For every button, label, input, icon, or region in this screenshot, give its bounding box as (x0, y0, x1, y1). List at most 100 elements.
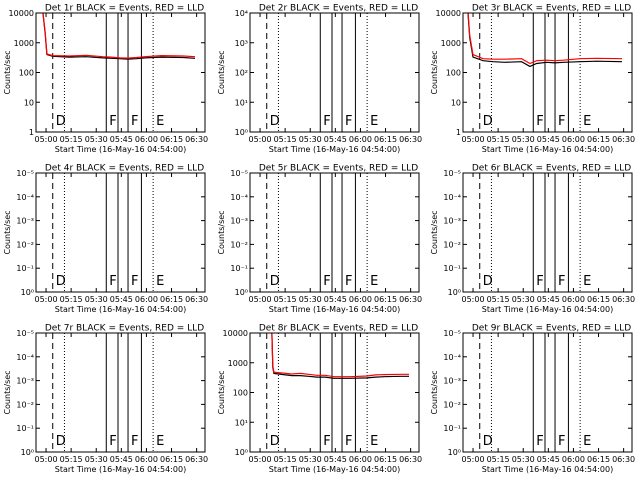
y-axis-label: Counts/sec (3, 210, 12, 254)
marker-label: F (323, 114, 330, 129)
y-axis-label: Counts/sec (217, 370, 226, 414)
x-axis-label: Start Time (16-May-16 04:54:00) (55, 145, 186, 154)
marker-label: E (370, 114, 378, 129)
x-tick-label: 05:15 (60, 455, 83, 464)
x-tick-label: 06:30 (612, 295, 635, 304)
y-tick-label: 10⁴ (235, 9, 248, 18)
x-tick-label: 05:30 (512, 135, 535, 144)
detector-panel-6: Det 6r BLACK = Events, RED = LLD D F F E 10⁰ 1… (430, 164, 635, 315)
x-axis-label: Start Time (16-May-16 04:54:00) (55, 305, 186, 314)
x-tick-label: 06:30 (612, 455, 635, 464)
panel-title: Det 9r BLACK = Events, RED = LLD (472, 324, 631, 334)
plot-frame (35, 332, 206, 453)
x-tick-label: 05:30 (85, 135, 108, 144)
x-tick-label: 05:30 (299, 295, 322, 304)
marker-label: F (323, 274, 330, 289)
panel-title: Det 2r BLACK = Events, RED = LLD (259, 4, 418, 14)
marker-label: F (131, 114, 138, 129)
marker-label: D (270, 114, 280, 129)
y-tick-label: 1000 (441, 39, 461, 48)
x-tick-label: 06:15 (374, 135, 397, 144)
x-tick-label: 06:15 (587, 455, 610, 464)
y-tick-label: 10⁰ (448, 448, 461, 457)
x-tick-label: 05:00 (462, 295, 485, 304)
y-tick-label: 100 (233, 389, 248, 398)
x-tick-label: 05:00 (249, 135, 272, 144)
y-tick-label: 10⁻¹ (443, 424, 461, 433)
x-tick-label: 05:00 (462, 455, 485, 464)
x-tick-label: 05:15 (60, 295, 83, 304)
y-axis-label: Counts/sec (3, 50, 12, 94)
marker-label: D (483, 274, 493, 289)
x-axis-label: Start Time (16-May-16 04:54:00) (269, 145, 400, 154)
x-tick-label: 05:30 (299, 455, 322, 464)
y-tick-label: 10⁻¹ (16, 424, 34, 433)
y-tick-label: 10⁻³ (16, 377, 34, 386)
detector-panel-4: Det 4r BLACK = Events, RED = LLD D F F E 10⁰ 1… (3, 164, 208, 315)
y-tick-label: 10⁰ (235, 128, 248, 137)
x-tick-label: 05:00 (249, 455, 272, 464)
x-tick-label: 05:00 (35, 455, 58, 464)
marker-label: E (583, 434, 591, 449)
x-tick-label: 06:30 (185, 455, 208, 464)
y-tick-label: 10¹ (235, 98, 248, 107)
y-tick-label: 10⁻³ (230, 217, 248, 226)
x-tick-label: 06:30 (185, 295, 208, 304)
marker-label: F (131, 434, 138, 449)
x-axis-label: Start Time (16-May-16 04:54:00) (482, 305, 613, 314)
x-tick-label: 05:15 (274, 135, 297, 144)
marker-label: F (345, 114, 352, 129)
marker-label: E (156, 274, 164, 289)
y-tick-label: 10000 (436, 9, 461, 18)
y-tick-label: 10⁻² (16, 240, 34, 249)
detector-panel-7: Det 7r BLACK = Events, RED = LLD D F F E 10⁰ 1… (3, 324, 208, 475)
marker-label: F (536, 114, 543, 129)
x-tick-label: 05:30 (85, 295, 108, 304)
y-tick-label: 10⁻⁴ (230, 193, 248, 202)
y-tick-label: 10⁰ (235, 448, 248, 457)
x-tick-label: 06:30 (185, 135, 208, 144)
panel-title: Det 4r BLACK = Events, RED = LLD (45, 164, 204, 174)
x-tick-label: 06:00 (349, 135, 372, 144)
marker-label: E (370, 434, 378, 449)
panel-title: Det 8r BLACK = Events, RED = LLD (259, 324, 418, 334)
x-axis-label: Start Time (16-May-16 04:54:00) (269, 305, 400, 314)
y-tick-label: 10⁻⁵ (443, 169, 461, 178)
y-tick-label: 10¹ (235, 418, 248, 427)
detector-panel-3: Det 3r BLACK = Events, RED = LLD D F F E 1 10 1… (430, 4, 635, 155)
x-tick-label: 06:30 (399, 455, 422, 464)
y-tick-label: 10⁰ (21, 448, 34, 457)
plot-frame (35, 172, 206, 293)
panel-title: Det 1r BLACK = Events, RED = LLD (45, 4, 204, 14)
x-tick-label: 06:15 (587, 135, 610, 144)
marker-label: E (583, 114, 591, 129)
y-axis-label: Counts/sec (3, 370, 12, 414)
x-tick-label: 06:00 (562, 455, 585, 464)
x-axis-label: Start Time (16-May-16 04:54:00) (482, 145, 613, 154)
x-tick-label: 06:30 (399, 295, 422, 304)
x-tick-label: 05:45 (537, 135, 560, 144)
plot-frame (462, 332, 633, 453)
y-axis-label: Counts/sec (217, 50, 226, 94)
y-tick-label: 10⁻² (230, 240, 248, 249)
y-tick-label: 1 (29, 128, 34, 137)
x-tick-label: 05:45 (537, 455, 560, 464)
x-tick-label: 06:15 (587, 295, 610, 304)
x-tick-label: 05:15 (487, 295, 510, 304)
y-tick-label: 10² (235, 69, 248, 78)
marker-label: F (345, 274, 352, 289)
marker-label: E (156, 114, 164, 129)
x-tick-label: 06:00 (349, 455, 372, 464)
x-tick-label: 05:00 (462, 135, 485, 144)
x-tick-label: 05:00 (249, 295, 272, 304)
marker-label: F (345, 434, 352, 449)
detector-panel-2: Det 2r BLACK = Events, RED = LLD D F F E 10⁰ 1… (217, 4, 422, 155)
x-tick-label: 06:00 (135, 295, 158, 304)
x-tick-label: 06:15 (374, 295, 397, 304)
y-tick-label: 10⁻⁵ (16, 169, 34, 178)
x-tick-label: 05:30 (299, 135, 322, 144)
x-tick-label: 06:00 (562, 295, 585, 304)
marker-label: F (558, 274, 565, 289)
series-lld (42, 13, 196, 59)
